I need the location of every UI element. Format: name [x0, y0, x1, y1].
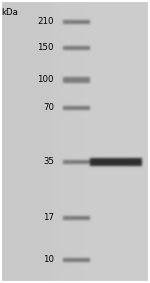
Text: 150: 150 [38, 44, 54, 53]
Text: 210: 210 [38, 18, 54, 27]
Text: kDa: kDa [1, 8, 18, 17]
Text: 10: 10 [43, 256, 54, 265]
Text: 17: 17 [43, 213, 54, 222]
Text: 35: 35 [43, 158, 54, 166]
Text: 100: 100 [38, 76, 54, 85]
Text: 70: 70 [43, 104, 54, 113]
